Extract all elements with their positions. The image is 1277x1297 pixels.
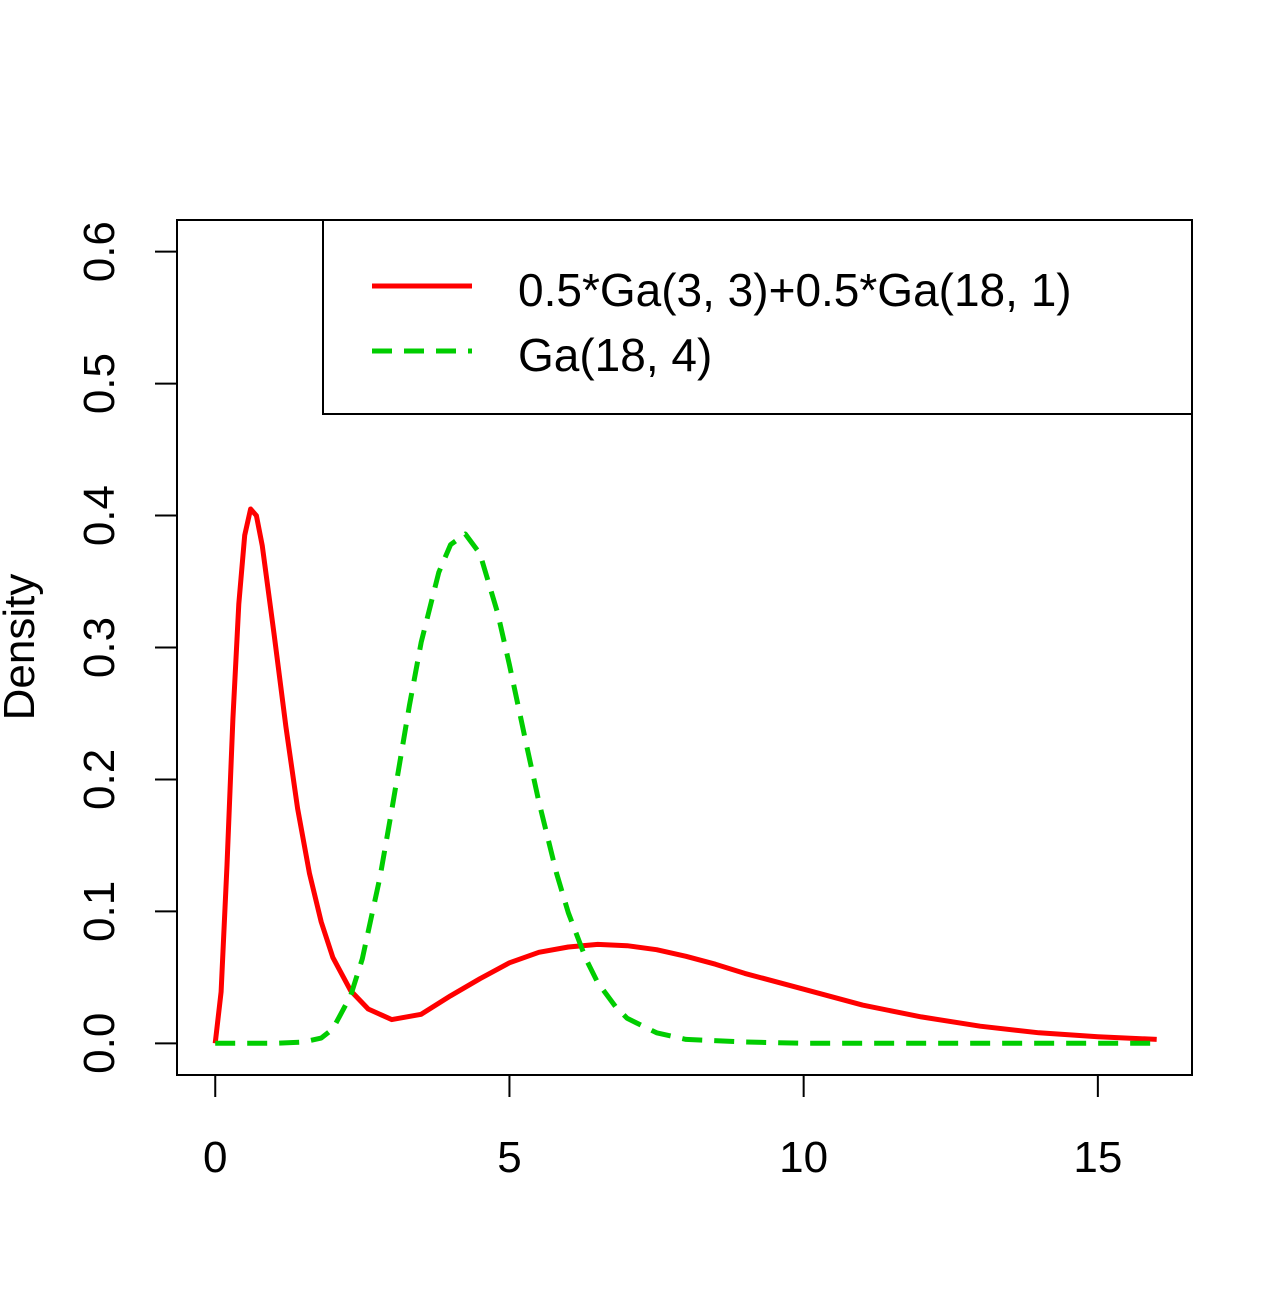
legend-label-mixture: 0.5*Ga(3, 3)+0.5*Ga(18, 1) (518, 264, 1072, 316)
x-tick-label: 5 (497, 1133, 521, 1182)
x-tick-label: 10 (779, 1133, 828, 1182)
y-tick-label: 0.2 (75, 749, 124, 810)
series-line-gamma (215, 531, 1157, 1046)
series-layer (212, 506, 1157, 1046)
y-axis-label: Density (0, 574, 44, 721)
y-tick-label: 0.4 (75, 485, 124, 546)
y-tick-label: 0.0 (75, 1013, 124, 1074)
y-tick-label: 0.6 (75, 221, 124, 282)
x-tick-label: 15 (1073, 1133, 1122, 1182)
y-tick-label: 0.3 (75, 617, 124, 678)
y-axis: 0.0 0.1 0.2 0.3 0.4 0.5 0.6 (75, 221, 178, 1074)
y-tick-label: 0.1 (75, 881, 124, 942)
x-tick-label: 0 (203, 1133, 227, 1182)
legend-label-gamma: Ga(18, 4) (518, 329, 712, 381)
y-tick-label: 0.5 (75, 353, 124, 414)
series-line-mixture (212, 506, 1157, 1044)
x-axis: 0 5 10 15 (203, 1074, 1122, 1182)
legend-box (322, 219, 1193, 415)
legend: 0.5*Ga(3, 3)+0.5*Ga(18, 1) Ga(18, 4) (322, 219, 1193, 415)
